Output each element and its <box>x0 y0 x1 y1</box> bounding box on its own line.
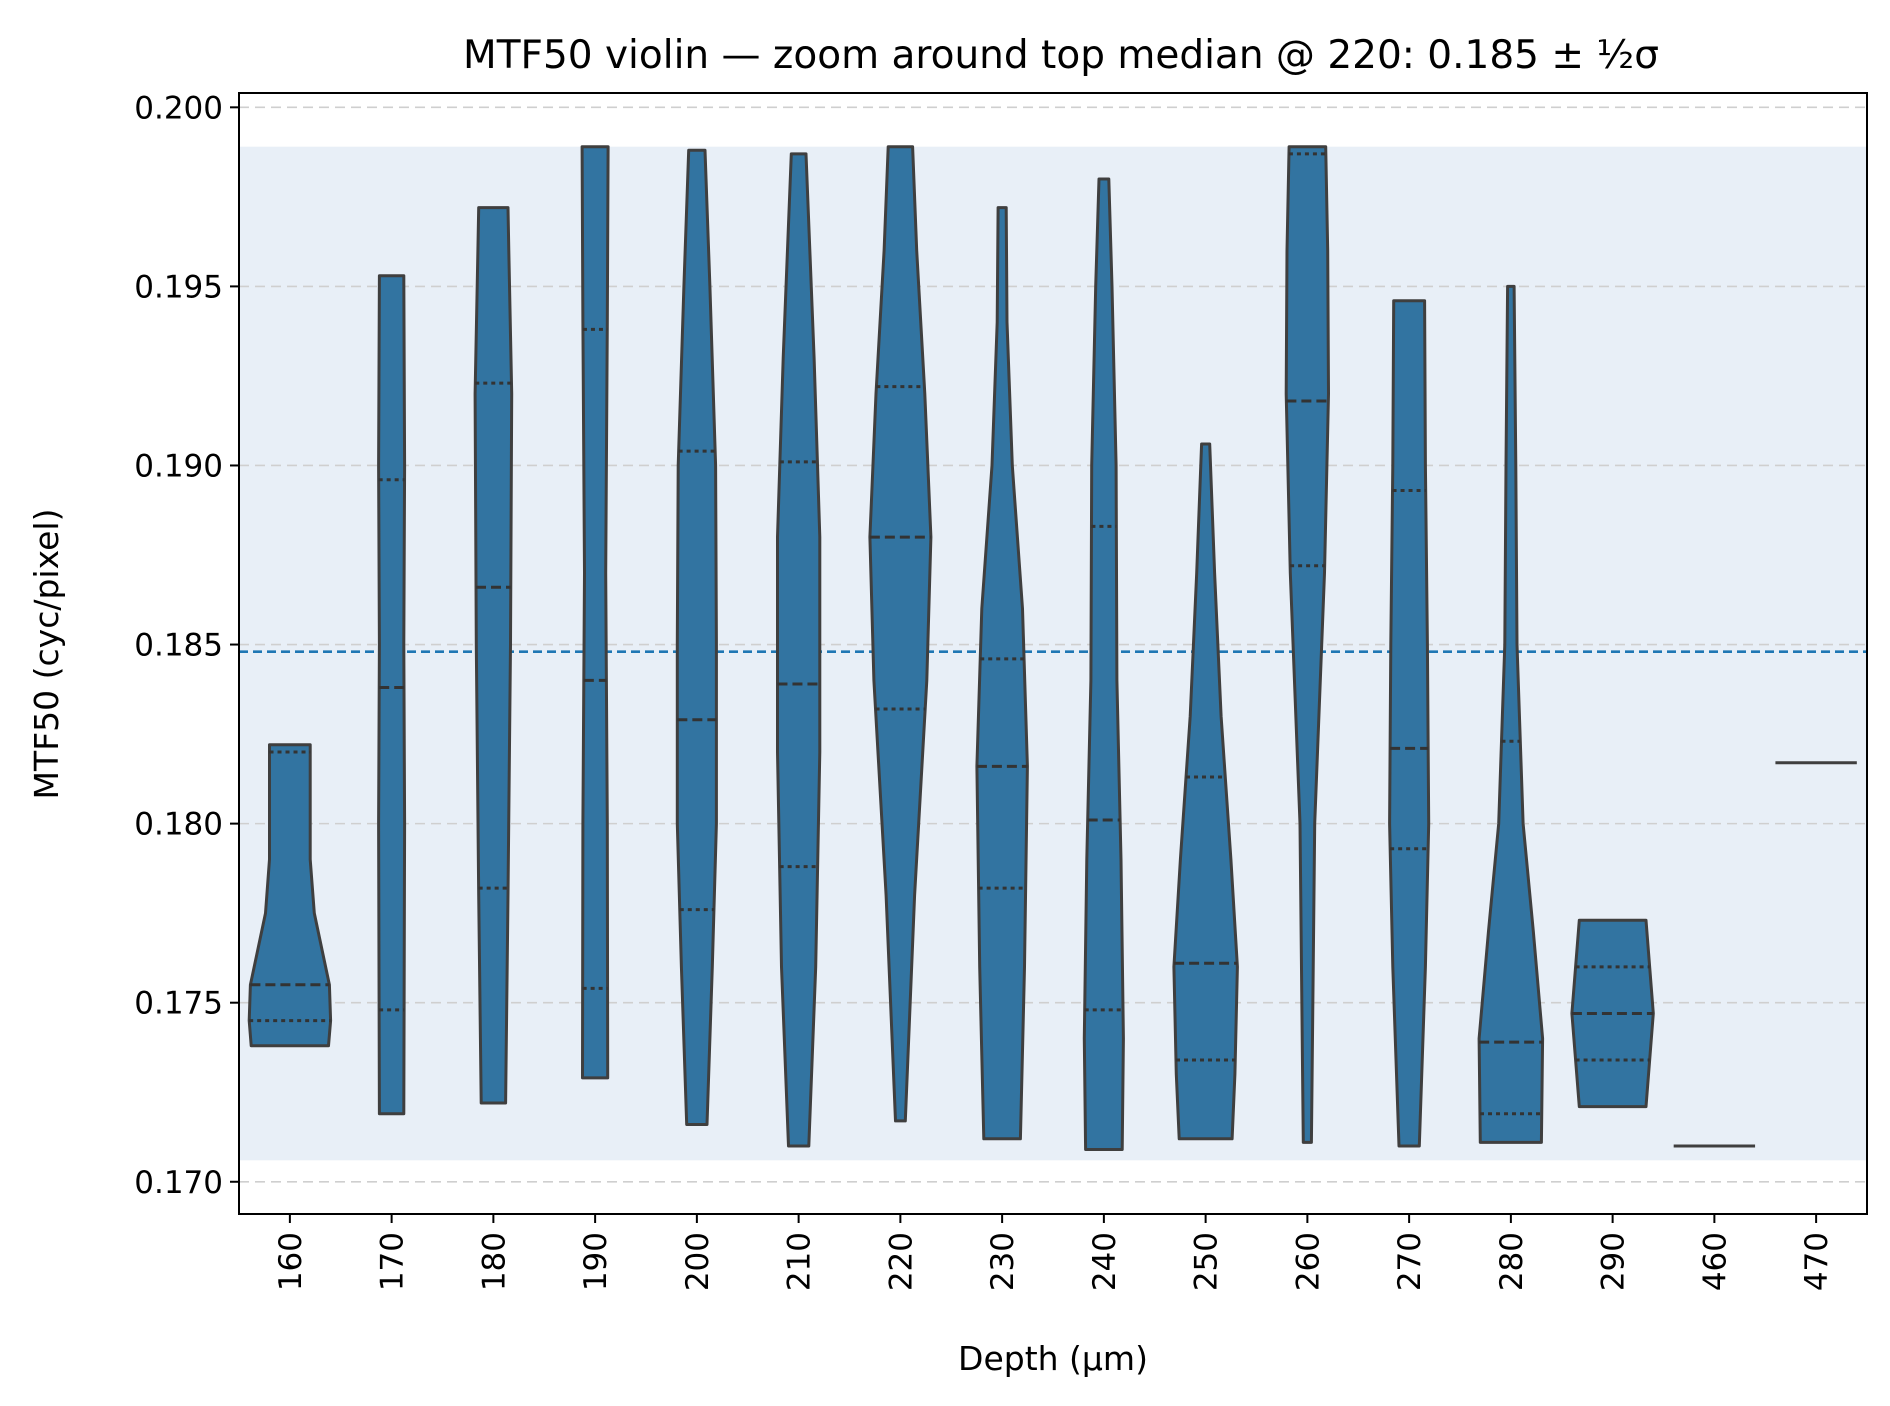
violin-body <box>1284 145 1330 1144</box>
violin-body <box>1388 299 1431 1148</box>
y-tick-label: 0.200 <box>134 90 223 126</box>
y-tick-label: 0.190 <box>134 448 223 484</box>
x-tick-label: 180 <box>476 1232 512 1291</box>
violin-body <box>868 145 933 1123</box>
x-tick-label: 260 <box>1290 1232 1326 1291</box>
violin-body <box>1477 284 1545 1144</box>
x-tick-label: 230 <box>985 1232 1021 1291</box>
violin-180 <box>473 206 514 1105</box>
x-tick-label: 240 <box>1087 1232 1123 1291</box>
violin-290 <box>1570 918 1655 1109</box>
plot-frame <box>238 92 1868 1215</box>
x-axis-label: Depth (µm) <box>958 1339 1148 1378</box>
y-tick-label: 0.170 <box>134 1165 223 1201</box>
violin-210 <box>776 152 822 1148</box>
violin-body <box>580 145 610 1080</box>
violin-240 <box>1082 177 1125 1151</box>
violin-280 <box>1477 284 1545 1144</box>
x-tick-label: 220 <box>883 1232 919 1291</box>
y-tick-label: 0.195 <box>134 269 223 305</box>
violin-190 <box>580 145 610 1080</box>
x-axis-ticks: 160 170 180 190 200 210 220 230 240 250 260 270 280 2… <box>273 1214 1835 1291</box>
x-tick-label: 160 <box>273 1232 309 1291</box>
y-axis-label: MTF50 (cyc/pixel) <box>27 509 66 800</box>
y-tick-label: 0.175 <box>134 986 223 1022</box>
x-tick-label: 210 <box>782 1232 818 1291</box>
y-axis-ticks: 0.170 0.175 0.180 0.185 0.190 0.195 0.200 <box>134 90 239 1201</box>
chart-title: MTF50 violin — zoom around top median @ … <box>463 33 1659 78</box>
x-tick-label: 460 <box>1697 1232 1733 1291</box>
violin-body <box>247 743 333 1048</box>
violin-body <box>1082 177 1125 1151</box>
violin-250 <box>1172 442 1239 1141</box>
x-tick-label: 280 <box>1494 1232 1530 1291</box>
y-tick-label: 0.180 <box>134 807 223 843</box>
x-tick-label: 470 <box>1799 1232 1835 1291</box>
x-tick-label: 200 <box>680 1232 716 1291</box>
violin-200 <box>675 148 718 1126</box>
violin-160 <box>247 743 333 1048</box>
x-tick-label: 290 <box>1596 1232 1632 1291</box>
violin-body <box>675 148 718 1126</box>
violin-body <box>776 152 822 1148</box>
violin-220 <box>868 145 933 1123</box>
violin-body <box>1172 442 1239 1141</box>
violin-170 <box>377 274 407 1116</box>
violin-body <box>975 206 1029 1141</box>
x-tick-label: 250 <box>1189 1232 1225 1291</box>
violin-230 <box>975 206 1029 1141</box>
x-tick-label: 270 <box>1392 1232 1428 1291</box>
violin-260 <box>1284 145 1330 1144</box>
violins-layer <box>247 145 1857 1151</box>
violin-body <box>473 206 514 1105</box>
x-tick-label: 170 <box>375 1232 411 1291</box>
y-tick-label: 0.185 <box>134 628 223 664</box>
violin-body <box>377 274 407 1116</box>
violin-270 <box>1388 299 1431 1148</box>
x-tick-label: 190 <box>578 1232 614 1291</box>
